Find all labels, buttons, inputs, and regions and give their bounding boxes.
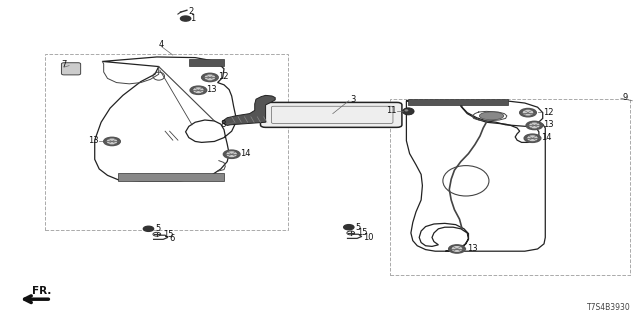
- Text: T7S4B3930: T7S4B3930: [587, 303, 630, 312]
- Text: 3: 3: [351, 95, 356, 104]
- Text: 13: 13: [467, 244, 478, 253]
- Text: 2: 2: [189, 7, 194, 16]
- Ellipse shape: [404, 109, 408, 112]
- Circle shape: [449, 245, 465, 253]
- Text: 11: 11: [387, 106, 397, 115]
- Circle shape: [202, 73, 218, 82]
- Text: 12: 12: [543, 108, 553, 116]
- Ellipse shape: [403, 108, 414, 115]
- Circle shape: [526, 121, 543, 130]
- Circle shape: [528, 136, 537, 140]
- Circle shape: [205, 75, 214, 80]
- Bar: [408, 99, 508, 105]
- Circle shape: [223, 150, 240, 158]
- Text: 6: 6: [170, 234, 175, 243]
- Text: 14: 14: [240, 149, 250, 158]
- Text: 9: 9: [622, 93, 627, 102]
- Text: 5: 5: [355, 223, 360, 232]
- Text: 5: 5: [155, 224, 160, 233]
- Circle shape: [143, 226, 154, 231]
- Circle shape: [194, 88, 203, 92]
- Text: 7: 7: [61, 60, 66, 69]
- Text: 13: 13: [543, 120, 554, 129]
- FancyBboxPatch shape: [260, 102, 402, 127]
- Circle shape: [344, 225, 354, 230]
- Circle shape: [524, 134, 541, 142]
- Text: 14: 14: [541, 133, 551, 142]
- Text: 4: 4: [159, 40, 164, 49]
- Text: FR.: FR.: [32, 286, 51, 296]
- Circle shape: [520, 108, 536, 117]
- Circle shape: [524, 110, 532, 115]
- FancyBboxPatch shape: [61, 63, 81, 75]
- Circle shape: [104, 137, 120, 146]
- Circle shape: [108, 139, 116, 144]
- Circle shape: [530, 123, 539, 128]
- Circle shape: [452, 247, 461, 251]
- Text: 15: 15: [357, 228, 367, 237]
- Ellipse shape: [479, 112, 504, 120]
- Text: 13: 13: [88, 136, 99, 145]
- Text: 8: 8: [221, 120, 226, 129]
- Circle shape: [180, 16, 191, 21]
- Bar: [118, 173, 224, 181]
- Text: 10: 10: [364, 233, 374, 242]
- Circle shape: [190, 86, 207, 94]
- Bar: [45, 54, 288, 230]
- Text: 15: 15: [163, 230, 173, 239]
- Circle shape: [227, 152, 236, 156]
- Text: 1: 1: [190, 14, 195, 23]
- Bar: [189, 59, 224, 66]
- Polygon shape: [223, 95, 275, 125]
- Text: 12: 12: [218, 72, 228, 81]
- Text: 13: 13: [206, 85, 217, 94]
- Bar: [390, 99, 630, 275]
